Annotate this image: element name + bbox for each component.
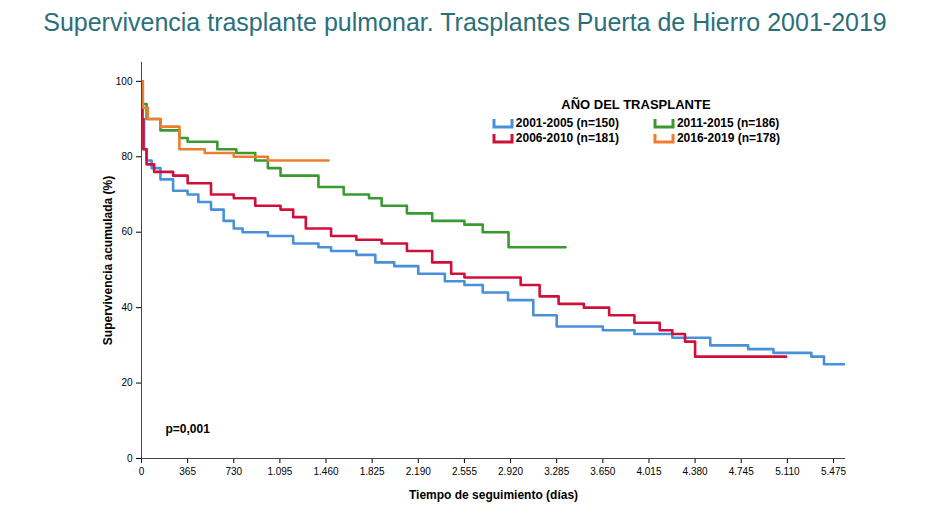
html-text:2006-2010 (n=181): 2006-2010 (n=181) — [515, 131, 619, 145]
svg-text:3.285: 3.285 — [544, 466, 569, 477]
html-text:2011-2015 (n=186): 2011-2015 (n=186) — [676, 116, 780, 130]
html-text:Supervivencia trasplante pulmo: Supervivencia trasplante pulmonar. Trasp… — [43, 8, 887, 36]
svg-text:4.380: 4.380 — [683, 466, 708, 477]
svg-text:3.650: 3.650 — [590, 466, 615, 477]
svg-text:4.745: 4.745 — [729, 466, 754, 477]
svg-text:5.475: 5.475 — [821, 466, 846, 477]
svg-text:40: 40 — [121, 302, 133, 313]
svg-text:Tiempo de seguimiento (días): Tiempo de seguimiento (días) — [409, 488, 578, 502]
html-text:2016-2019 (n=178): 2016-2019 (n=178) — [676, 131, 780, 145]
svg-text:2.190: 2.190 — [406, 466, 431, 477]
svg-text:60: 60 — [121, 226, 133, 237]
svg-text:1.825: 1.825 — [360, 466, 385, 477]
svg-text:0: 0 — [139, 466, 145, 477]
svg-text:730: 730 — [225, 466, 242, 477]
svg-text:0: 0 — [127, 453, 133, 464]
svg-text:5.110: 5.110 — [775, 466, 800, 477]
svg-text:Supervivencia acumulada (%): Supervivencia acumulada (%) — [101, 176, 115, 345]
svg-text:2.555: 2.555 — [452, 466, 477, 477]
svg-text:20: 20 — [121, 377, 133, 388]
svg-text:100: 100 — [116, 76, 133, 87]
svg-text:80: 80 — [121, 151, 133, 162]
svg-text:4.015: 4.015 — [636, 466, 661, 477]
svg-text:1.095: 1.095 — [267, 466, 292, 477]
svg-text:365: 365 — [179, 466, 196, 477]
html-text:AÑO DEL TRASPLANTE: AÑO DEL TRASPLANTE — [561, 97, 711, 112]
html-text:2001-2005 (n=150): 2001-2005 (n=150) — [515, 116, 619, 130]
svg-text:1.460: 1.460 — [314, 466, 339, 477]
svg-text:p=0,001: p=0,001 — [166, 422, 211, 436]
svg-text:2.920: 2.920 — [498, 466, 523, 477]
